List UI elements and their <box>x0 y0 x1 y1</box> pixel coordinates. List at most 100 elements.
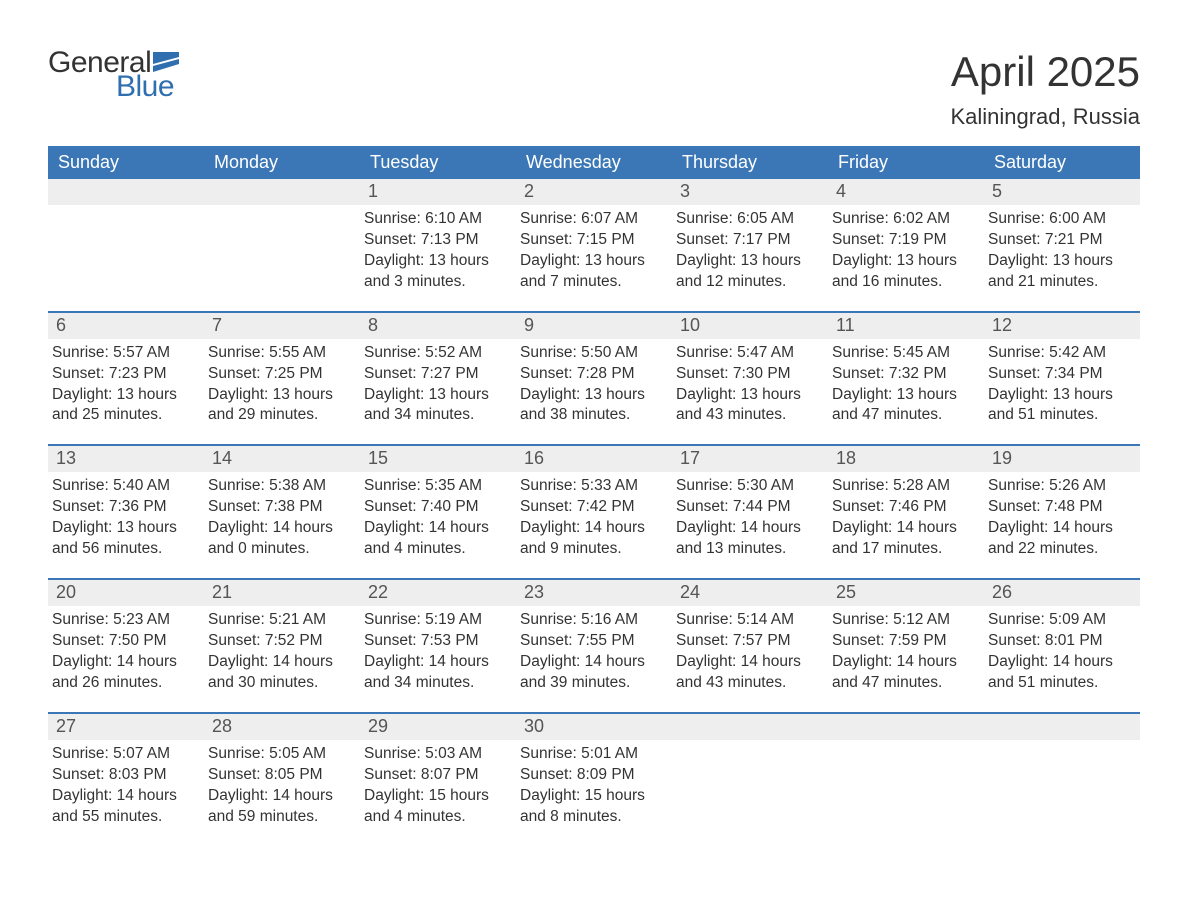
day-number: 9 <box>516 313 672 339</box>
day-sunset: Sunset: 7:23 PM <box>52 364 196 385</box>
day-details: Sunrise: 5:19 AMSunset: 7:53 PMDaylight:… <box>360 606 516 698</box>
calendar-day-cell: 24Sunrise: 5:14 AMSunset: 7:57 PMDayligh… <box>672 580 828 698</box>
day-sunrise: Sunrise: 5:12 AM <box>832 610 976 631</box>
day-daylight1: Daylight: 13 hours <box>364 385 508 406</box>
calendar-grid: Sunday Monday Tuesday Wednesday Thursday… <box>48 146 1140 831</box>
day-number: 5 <box>984 179 1140 205</box>
day-daylight1: Daylight: 14 hours <box>208 786 352 807</box>
day-sunset: Sunset: 7:55 PM <box>520 631 664 652</box>
day-daylight2: and 16 minutes. <box>832 272 976 293</box>
day-sunset: Sunset: 7:21 PM <box>988 230 1132 251</box>
calendar-day-cell: 3Sunrise: 6:05 AMSunset: 7:17 PMDaylight… <box>672 179 828 297</box>
day-sunset: Sunset: 7:30 PM <box>676 364 820 385</box>
calendar-day-cell <box>984 714 1140 832</box>
day-details: Sunrise: 5:12 AMSunset: 7:59 PMDaylight:… <box>828 606 984 698</box>
day-number: 26 <box>984 580 1140 606</box>
day-details <box>672 740 828 748</box>
weekday-friday: Friday <box>828 146 984 179</box>
day-details: Sunrise: 5:38 AMSunset: 7:38 PMDaylight:… <box>204 472 360 564</box>
day-sunrise: Sunrise: 5:42 AM <box>988 343 1132 364</box>
day-details: Sunrise: 6:10 AMSunset: 7:13 PMDaylight:… <box>360 205 516 297</box>
day-sunset: Sunset: 7:36 PM <box>52 497 196 518</box>
day-details: Sunrise: 6:02 AMSunset: 7:19 PMDaylight:… <box>828 205 984 297</box>
day-daylight1: Daylight: 14 hours <box>676 652 820 673</box>
weeks-container: 1Sunrise: 6:10 AMSunset: 7:13 PMDaylight… <box>48 179 1140 831</box>
day-daylight1: Daylight: 13 hours <box>208 385 352 406</box>
day-details: Sunrise: 5:28 AMSunset: 7:46 PMDaylight:… <box>828 472 984 564</box>
day-details: Sunrise: 5:09 AMSunset: 8:01 PMDaylight:… <box>984 606 1140 698</box>
day-sunset: Sunset: 7:32 PM <box>832 364 976 385</box>
calendar-day-cell: 5Sunrise: 6:00 AMSunset: 7:21 PMDaylight… <box>984 179 1140 297</box>
day-daylight2: and 26 minutes. <box>52 673 196 694</box>
day-daylight2: and 55 minutes. <box>52 807 196 828</box>
calendar-day-cell: 22Sunrise: 5:19 AMSunset: 7:53 PMDayligh… <box>360 580 516 698</box>
day-sunset: Sunset: 7:25 PM <box>208 364 352 385</box>
day-daylight2: and 25 minutes. <box>52 405 196 426</box>
calendar-day-cell: 16Sunrise: 5:33 AMSunset: 7:42 PMDayligh… <box>516 446 672 564</box>
day-daylight2: and 47 minutes. <box>832 673 976 694</box>
day-details: Sunrise: 5:14 AMSunset: 7:57 PMDaylight:… <box>672 606 828 698</box>
calendar-day-cell <box>48 179 204 297</box>
day-details: Sunrise: 5:26 AMSunset: 7:48 PMDaylight:… <box>984 472 1140 564</box>
day-number: 12 <box>984 313 1140 339</box>
day-sunrise: Sunrise: 5:45 AM <box>832 343 976 364</box>
day-details: Sunrise: 5:07 AMSunset: 8:03 PMDaylight:… <box>48 740 204 832</box>
day-daylight1: Daylight: 13 hours <box>676 251 820 272</box>
header-row: General Blue April 2025 Kaliningrad, Rus… <box>48 48 1140 130</box>
day-sunrise: Sunrise: 6:10 AM <box>364 209 508 230</box>
day-sunset: Sunset: 7:42 PM <box>520 497 664 518</box>
day-daylight1: Daylight: 13 hours <box>52 385 196 406</box>
day-sunset: Sunset: 7:44 PM <box>676 497 820 518</box>
day-number: 1 <box>360 179 516 205</box>
day-number: 4 <box>828 179 984 205</box>
day-sunrise: Sunrise: 5:52 AM <box>364 343 508 364</box>
day-number: 28 <box>204 714 360 740</box>
calendar-day-cell <box>672 714 828 832</box>
day-daylight1: Daylight: 13 hours <box>52 518 196 539</box>
day-sunset: Sunset: 7:28 PM <box>520 364 664 385</box>
day-number: 30 <box>516 714 672 740</box>
day-sunset: Sunset: 8:09 PM <box>520 765 664 786</box>
day-number: 25 <box>828 580 984 606</box>
day-number: 18 <box>828 446 984 472</box>
day-details: Sunrise: 5:50 AMSunset: 7:28 PMDaylight:… <box>516 339 672 431</box>
calendar-day-cell: 25Sunrise: 5:12 AMSunset: 7:59 PMDayligh… <box>828 580 984 698</box>
calendar-day-cell: 1Sunrise: 6:10 AMSunset: 7:13 PMDaylight… <box>360 179 516 297</box>
day-details: Sunrise: 5:40 AMSunset: 7:36 PMDaylight:… <box>48 472 204 564</box>
day-details: Sunrise: 5:33 AMSunset: 7:42 PMDaylight:… <box>516 472 672 564</box>
day-daylight1: Daylight: 14 hours <box>520 518 664 539</box>
day-sunrise: Sunrise: 5:14 AM <box>676 610 820 631</box>
day-sunrise: Sunrise: 6:00 AM <box>988 209 1132 230</box>
day-daylight2: and 4 minutes. <box>364 539 508 560</box>
day-details <box>204 205 360 213</box>
day-details: Sunrise: 5:47 AMSunset: 7:30 PMDaylight:… <box>672 339 828 431</box>
day-sunrise: Sunrise: 5:38 AM <box>208 476 352 497</box>
day-number <box>48 179 204 205</box>
day-daylight2: and 56 minutes. <box>52 539 196 560</box>
calendar-day-cell: 27Sunrise: 5:07 AMSunset: 8:03 PMDayligh… <box>48 714 204 832</box>
day-daylight2: and 12 minutes. <box>676 272 820 293</box>
day-daylight2: and 21 minutes. <box>988 272 1132 293</box>
day-number <box>984 714 1140 740</box>
day-sunset: Sunset: 7:57 PM <box>676 631 820 652</box>
day-details: Sunrise: 6:07 AMSunset: 7:15 PMDaylight:… <box>516 205 672 297</box>
day-daylight2: and 0 minutes. <box>208 539 352 560</box>
calendar-day-cell: 15Sunrise: 5:35 AMSunset: 7:40 PMDayligh… <box>360 446 516 564</box>
day-sunset: Sunset: 7:53 PM <box>364 631 508 652</box>
day-daylight2: and 59 minutes. <box>208 807 352 828</box>
day-sunset: Sunset: 7:50 PM <box>52 631 196 652</box>
day-sunset: Sunset: 8:03 PM <box>52 765 196 786</box>
day-details: Sunrise: 5:35 AMSunset: 7:40 PMDaylight:… <box>360 472 516 564</box>
day-daylight2: and 3 minutes. <box>364 272 508 293</box>
day-daylight2: and 22 minutes. <box>988 539 1132 560</box>
day-daylight2: and 51 minutes. <box>988 673 1132 694</box>
day-number: 17 <box>672 446 828 472</box>
day-details <box>828 740 984 748</box>
day-details: Sunrise: 5:57 AMSunset: 7:23 PMDaylight:… <box>48 339 204 431</box>
day-number: 22 <box>360 580 516 606</box>
day-daylight2: and 7 minutes. <box>520 272 664 293</box>
day-sunrise: Sunrise: 5:28 AM <box>832 476 976 497</box>
day-daylight2: and 43 minutes. <box>676 673 820 694</box>
day-number <box>204 179 360 205</box>
day-sunset: Sunset: 8:01 PM <box>988 631 1132 652</box>
